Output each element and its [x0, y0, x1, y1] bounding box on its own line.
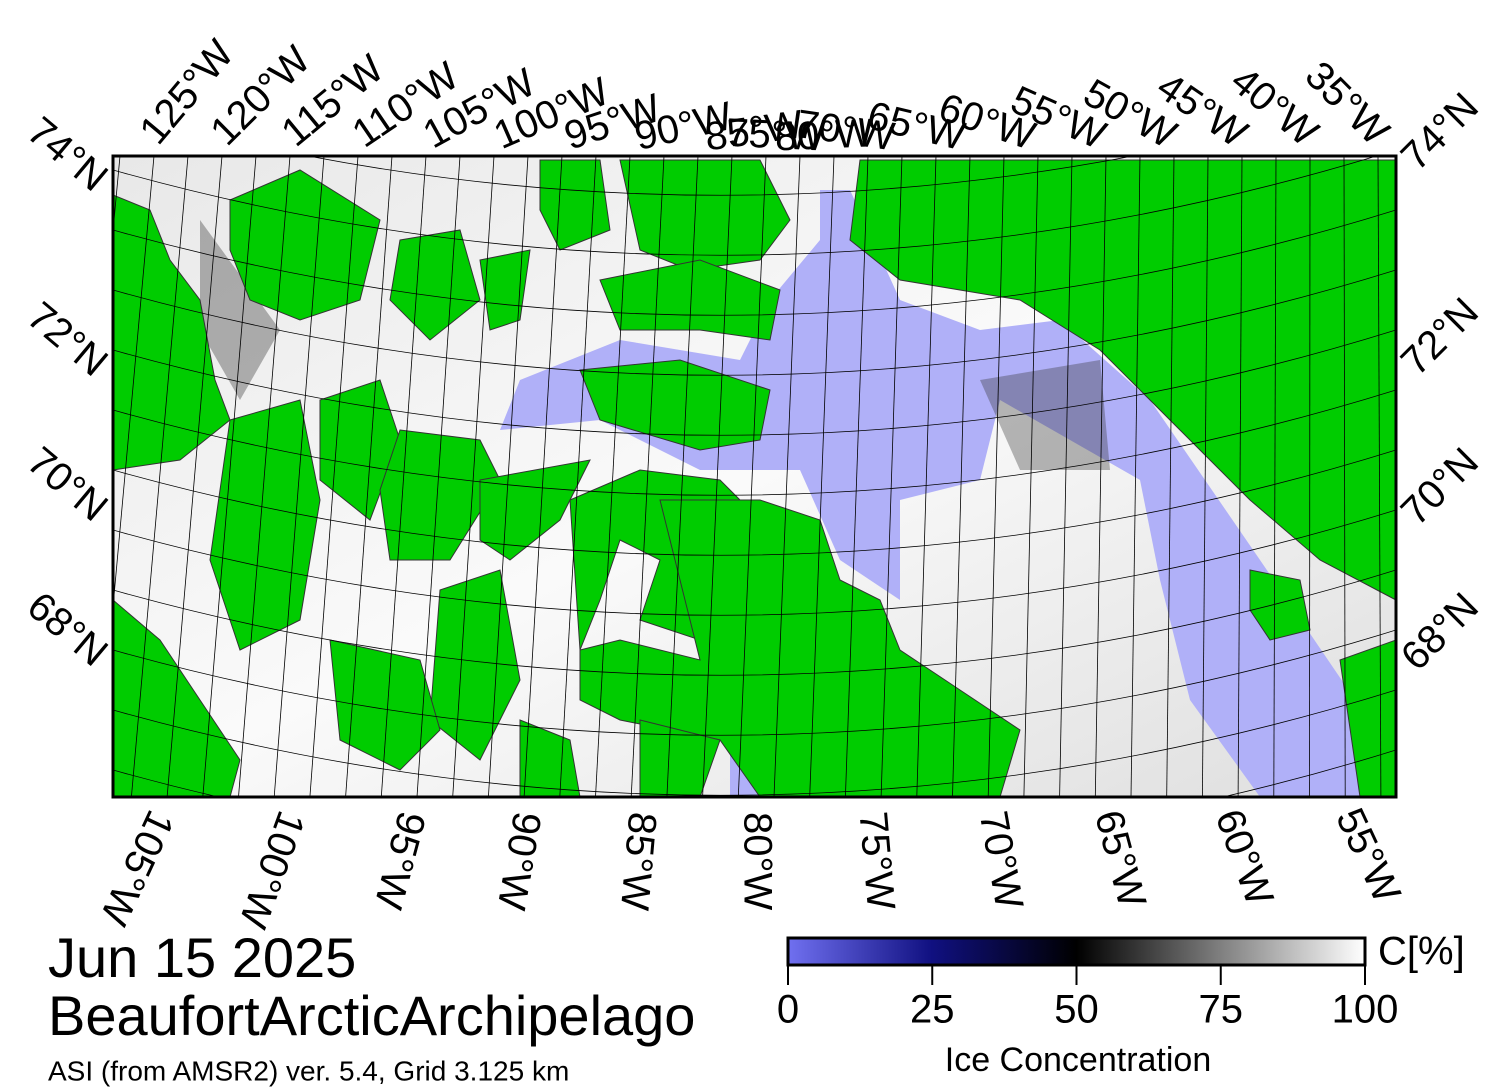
meridian [737, 156, 767, 797]
meridian [416, 156, 461, 797]
open-water [500, 190, 1396, 797]
colorbar [786, 936, 1367, 967]
meridian [559, 156, 597, 797]
colorbar-tick-label: 25 [910, 988, 955, 1032]
meridian [1343, 156, 1346, 797]
lat-label: 74°N [19, 109, 116, 200]
lat-label: 68°N [19, 584, 116, 675]
colorbar-unit: C[%] [1378, 930, 1465, 974]
meridian [1237, 156, 1243, 797]
meridian [523, 156, 563, 797]
meridian [273, 156, 325, 797]
lon-label: 80°W [735, 812, 779, 910]
meridian [309, 156, 359, 797]
lat-label: 72°N [19, 294, 116, 385]
map-frame [111, 154, 1398, 799]
meridian [1309, 156, 1311, 797]
lon-label: 75°W [725, 111, 826, 160]
meridian [952, 156, 971, 797]
lon-label: 55°W [1327, 802, 1409, 910]
meridian [1377, 156, 1382, 797]
region-title: BeaufortArcticArchipelago [48, 984, 695, 1047]
parallel [113, 689, 1396, 796]
parallel [113, 389, 1396, 496]
lon-label: 85°W [612, 810, 664, 912]
parallel [113, 156, 1378, 256]
parallel [306, 156, 1135, 196]
colorbar-label: Ice Concentration [945, 1041, 1212, 1079]
colorbar-tick-label: 75 [1199, 988, 1244, 1032]
lon-label: 35°W [1297, 53, 1398, 154]
meridian [166, 156, 223, 797]
meridian [345, 156, 393, 797]
meridian [452, 156, 495, 797]
lat-label: 68°N [1393, 585, 1487, 679]
lon-label: 105°W [91, 804, 182, 932]
ice-low [980, 360, 1110, 470]
lon-label: 75°W [851, 810, 903, 912]
lon-label: 90°W [489, 809, 549, 914]
colorbar-tick-label: 0 [777, 988, 799, 1032]
meridian [131, 156, 189, 797]
meridian [1412, 156, 1417, 797]
meridian [630, 156, 665, 797]
meridian [809, 156, 835, 797]
meridian [773, 156, 801, 797]
meridian [666, 156, 699, 797]
graticule [113, 156, 1417, 797]
meridian [238, 156, 291, 797]
colorbar-tick-label: 50 [1054, 988, 1099, 1032]
parallel [113, 329, 1396, 436]
date-title: Jun 15 2025 [48, 926, 356, 989]
parallel [113, 509, 1396, 616]
parallel [113, 629, 1396, 736]
meridian [1023, 156, 1039, 797]
parallel [113, 449, 1396, 556]
meridian [380, 156, 427, 797]
meridian [702, 156, 733, 797]
meridian [987, 156, 1005, 797]
meridian [1202, 156, 1209, 797]
meridian [845, 156, 869, 797]
meridian [595, 156, 631, 797]
meridian [1273, 156, 1277, 797]
lon-label: 100°W [230, 805, 313, 934]
lat-label: 72°N [1393, 290, 1487, 384]
meridian [880, 156, 903, 797]
lon-label: 80°W [774, 111, 874, 159]
parallel [113, 569, 1396, 676]
meridian [113, 156, 155, 613]
lon-label: 65°W [1086, 806, 1154, 913]
lon-label: 60°W [1207, 804, 1282, 912]
meridian [1166, 156, 1175, 797]
lon-label: 70°W [971, 808, 1031, 913]
meridian [1059, 156, 1073, 797]
lat-label: 74°N [1393, 85, 1487, 179]
lat-label: 70°N [19, 439, 116, 530]
meridian [1094, 156, 1107, 797]
meridian [202, 156, 257, 797]
colorbar-tick-label: 100 [1332, 988, 1399, 1032]
parallel [113, 209, 1396, 316]
meridian [1130, 156, 1141, 797]
parallel [113, 269, 1396, 376]
meridian [488, 156, 529, 797]
ice-low [200, 220, 280, 400]
lat-label: 70°N [1393, 440, 1487, 534]
map-area [113, 156, 1417, 797]
source-note: ASI (from AMSR2) ver. 5.4, Grid 3.125 km [48, 1055, 569, 1086]
meridian [916, 156, 937, 797]
lon-label: 95°W [366, 807, 434, 914]
